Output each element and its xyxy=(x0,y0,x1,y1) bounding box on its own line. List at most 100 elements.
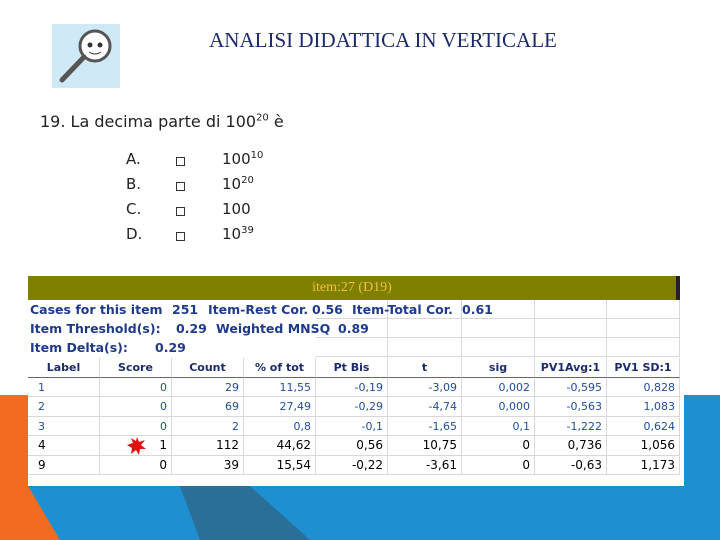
grid-cell xyxy=(462,300,535,319)
option-base: 10 xyxy=(222,225,242,243)
table-cell: -0,1 xyxy=(316,416,388,436)
table-cell: 0,002 xyxy=(462,377,535,397)
column-header: Pt Bis xyxy=(316,358,388,378)
column-header: sig xyxy=(462,358,535,378)
table-cell: -1,65 xyxy=(388,416,462,436)
column-header: Score xyxy=(100,358,172,378)
column-header: PV1Avg:1 xyxy=(535,358,607,378)
question-end: è xyxy=(273,112,284,131)
question-base: 100 xyxy=(225,112,257,131)
info-text: 251 xyxy=(172,302,199,317)
table-cell: 2 xyxy=(172,416,244,436)
table-cell: 39 xyxy=(172,455,244,475)
table-cell: 0,1 xyxy=(462,416,535,436)
stats-table: item:27 (D19) Cases for this item 251 Item-… xyxy=(28,276,680,486)
table-cell: -0,19 xyxy=(316,377,388,397)
grid-cell xyxy=(316,338,388,357)
table-cell: 0,736 xyxy=(535,436,607,456)
option-exponent: 10 xyxy=(250,150,264,161)
checkbox xyxy=(176,182,185,191)
question-exponent: 20 xyxy=(256,112,269,124)
magnifier xyxy=(78,29,112,63)
grid-cell xyxy=(316,300,388,319)
question-text: La decima parte di xyxy=(70,112,221,131)
question-number: 19. xyxy=(40,112,66,131)
table-cell: 69 xyxy=(172,397,244,417)
table-cell: -0,22 xyxy=(316,455,388,475)
table-cell: -3,09 xyxy=(388,377,462,397)
option: D. 1039 xyxy=(126,225,266,250)
info-text: Item-Total Cor. xyxy=(352,302,453,317)
option-letter: C. xyxy=(126,200,142,218)
table-cell: 1 xyxy=(28,377,100,397)
table-cell: -1,222 xyxy=(535,416,607,436)
magnifier-handle xyxy=(59,54,87,83)
table-cell: 44,62 xyxy=(244,436,316,456)
info-text: Item Threshold(s): xyxy=(30,321,161,336)
star xyxy=(127,437,146,455)
info-text: Weighted MNSQ xyxy=(216,321,331,336)
decor xyxy=(180,486,310,540)
table-cell: 9 xyxy=(28,455,100,475)
table-cell: 1,056 xyxy=(607,436,680,456)
info-text: Cases for this item xyxy=(30,302,163,317)
checkbox xyxy=(176,232,185,241)
grid-cell xyxy=(388,319,462,338)
table-cell: 112 xyxy=(172,436,244,456)
option-value: 10010 xyxy=(222,150,263,168)
option-letter: B. xyxy=(126,175,142,193)
table-cell: -3,61 xyxy=(388,455,462,475)
table-cell: 1,083 xyxy=(607,397,680,417)
info-text: Item-Rest Cor. xyxy=(208,302,309,317)
option-exponent: 39 xyxy=(241,225,254,236)
table-cell: 29 xyxy=(172,377,244,397)
grid-cell xyxy=(535,300,607,319)
option: A. 10010 xyxy=(126,150,266,175)
info-text: 0.89 xyxy=(338,321,369,336)
table-cell: -0,63 xyxy=(535,455,607,475)
option-letter: A. xyxy=(126,150,141,168)
table-cell: 1,173 xyxy=(607,455,680,475)
option: B. 1020 xyxy=(126,175,266,200)
table-cell: 4 xyxy=(28,436,100,456)
table-cell: 0,828 xyxy=(607,377,680,397)
column-header: % of tot xyxy=(244,358,316,378)
table-cell: 0 xyxy=(462,436,535,456)
grid-cell xyxy=(607,300,680,319)
table-cell: 3 xyxy=(28,416,100,436)
decor xyxy=(0,395,60,540)
option-value: 1039 xyxy=(222,225,254,243)
table-cell: 15,54 xyxy=(244,455,316,475)
option-letter: D. xyxy=(126,225,143,243)
option: C. 100 xyxy=(126,200,266,225)
column-header: Label xyxy=(28,358,100,378)
grid-cell xyxy=(388,300,462,319)
table-cell: -0,29 xyxy=(316,397,388,417)
option-value: 1020 xyxy=(222,175,254,193)
table-cell: 0,56 xyxy=(316,436,388,456)
options: A. 10010 B. 1020 C. 100 D. 1039 xyxy=(126,150,266,250)
question: 19. La decima parte di 10020 è xyxy=(40,112,284,131)
eye xyxy=(87,42,93,48)
column-header: Count xyxy=(172,358,244,378)
title: ANALISI DIDATTICA IN VERTICALE xyxy=(209,28,557,52)
info-text: Item Delta(s): xyxy=(30,340,128,355)
table-cell: 27,49 xyxy=(244,397,316,417)
mouth xyxy=(88,51,102,55)
table-cell: 0,624 xyxy=(607,416,680,436)
info-text: 0.56 xyxy=(312,302,343,317)
table-cell: -0,595 xyxy=(535,377,607,397)
option-base: 10 xyxy=(222,175,242,193)
info-text: 0.29 xyxy=(176,321,207,336)
grid-cell xyxy=(462,319,535,338)
checkbox xyxy=(176,207,185,216)
option-exponent: 20 xyxy=(241,175,254,186)
grid-cell xyxy=(388,338,462,357)
table-title: item:27 (D19) xyxy=(28,276,680,300)
column-header: PV1 SD:1 xyxy=(607,358,680,378)
checkbox xyxy=(176,157,185,166)
table-cell: 0 xyxy=(100,397,172,417)
table-cell: 0 xyxy=(100,377,172,397)
grid-cell xyxy=(607,319,680,338)
